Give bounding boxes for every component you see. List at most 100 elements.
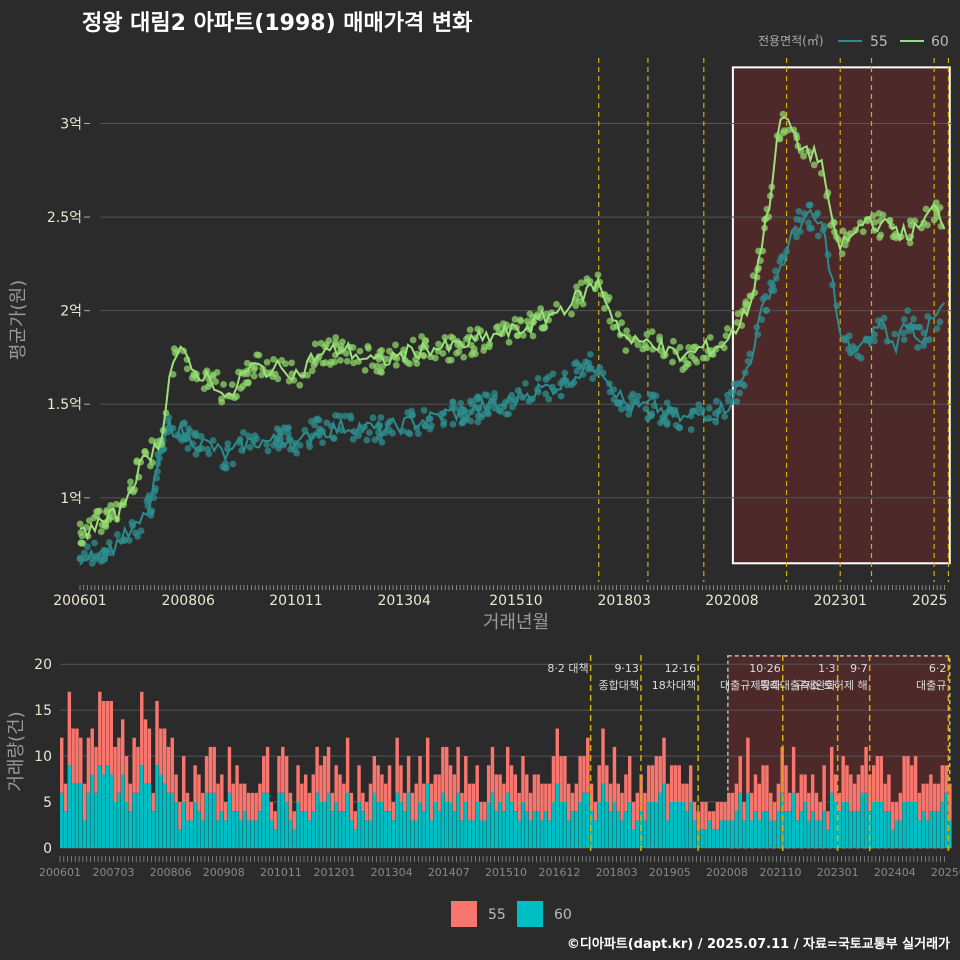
volume-bar-60 (734, 811, 739, 848)
volume-bar-60 (784, 811, 788, 848)
series-60-point (676, 343, 684, 351)
volume-bar-55 (814, 792, 819, 821)
series-60-point (876, 234, 884, 241)
series-60-point (463, 335, 470, 343)
series-60-point (326, 361, 334, 368)
volume-bar-55 (319, 765, 323, 803)
volume-bar-55 (448, 765, 453, 803)
series-55-point (936, 318, 944, 326)
policy-label: 6·2 (929, 662, 947, 675)
series-55-line (79, 208, 946, 566)
top-legend: 전용면적(㎡) 55 60 (758, 34, 949, 50)
volume-bar-60 (486, 802, 491, 848)
volume-bar-55 (719, 802, 723, 821)
volume-bar-55 (220, 774, 224, 812)
volume-x-tick-label: 200601 (39, 866, 81, 879)
volume-bar-55 (147, 728, 152, 784)
volume-bar-60 (932, 811, 937, 848)
series-60-point (383, 355, 391, 363)
volume-bar-60 (612, 802, 617, 848)
volume-bar-55 (265, 746, 270, 793)
volume-bar-55 (433, 774, 438, 803)
volume-x-tick-label: 201201 (313, 866, 355, 879)
series-55-point (378, 438, 386, 446)
series-55-point (346, 412, 354, 420)
series-60-point (779, 110, 787, 118)
volume-bar-60 (864, 792, 868, 848)
volume-bar-60 (250, 820, 255, 848)
volume-bar-60 (906, 802, 910, 848)
series-60-point (623, 327, 631, 335)
series-55-point (814, 232, 822, 240)
volume-bar-55 (403, 792, 407, 812)
volume-bar-60 (711, 829, 716, 848)
volume-bar-55 (395, 737, 399, 793)
series-60-point (288, 359, 295, 367)
series-55-point (675, 424, 683, 432)
series-55-point (349, 435, 357, 443)
series-55-point (736, 389, 744, 397)
volume-bar-60 (204, 792, 209, 848)
volume-bar-55 (151, 792, 155, 812)
series-60-point (90, 514, 98, 522)
volume-bar-55 (204, 756, 209, 793)
volume-bar-60 (323, 802, 327, 848)
series-60-point (474, 325, 482, 333)
volume-bar-60 (277, 792, 281, 848)
volume-bar-55 (486, 765, 491, 803)
legend-label-55: 55 (870, 34, 888, 50)
volume-bar-55 (208, 746, 213, 793)
volume-bar-55 (791, 746, 796, 793)
volume-x-tick-label: 202404 (874, 866, 916, 879)
volume-bar-55 (376, 765, 380, 803)
volume-bar-55 (75, 728, 79, 784)
volume-bar-60 (384, 811, 388, 848)
series-60-point (183, 365, 191, 373)
series-55-point (910, 315, 917, 323)
series-60-point (579, 300, 587, 308)
volume-bar-55 (807, 792, 811, 821)
series-55-point (900, 316, 908, 323)
volume-bar-55 (772, 802, 777, 821)
volume-bar-55 (353, 811, 357, 830)
volume-bar-60 (231, 811, 235, 848)
volume-bar-55 (361, 792, 365, 812)
series-60-point (622, 347, 630, 354)
volume-bar-55 (105, 700, 110, 766)
volume-bar-60 (273, 829, 277, 848)
volume-bar-55 (818, 802, 823, 821)
series-60-point (922, 205, 930, 213)
volume-bar-60 (441, 792, 445, 848)
volume-bar-60 (647, 802, 651, 848)
series-55-point (427, 422, 435, 430)
series-55-point (414, 430, 422, 438)
volume-x-tick-label: 201011 (260, 866, 302, 879)
series-55-point (617, 405, 625, 413)
series-60-point (250, 372, 258, 380)
volume-bar-55 (326, 746, 331, 793)
volume-bar-60 (170, 792, 174, 848)
volume-bar-60 (422, 811, 426, 848)
series-60-point (325, 337, 333, 344)
series-60-point (669, 337, 677, 345)
volume-bar-60 (818, 820, 823, 848)
volume-bar-55 (506, 746, 510, 793)
volume-bar-55 (189, 802, 194, 821)
series-60-point (282, 360, 289, 368)
series-60-point (723, 325, 731, 332)
volume-bar-55 (364, 802, 369, 821)
legend-title: 전용면적(㎡) (758, 34, 824, 48)
series-55-point (449, 420, 457, 428)
series-60-point (96, 507, 103, 515)
policy-label: 9·13 (614, 662, 639, 675)
series-55-point (137, 527, 145, 535)
volume-bar-60 (303, 811, 308, 848)
volume-bar-60 (345, 792, 350, 848)
volume-bar-55 (475, 765, 479, 803)
series-60-point (505, 338, 513, 346)
volume-bar-60 (692, 820, 697, 848)
volume-bar-55 (833, 774, 838, 803)
series-60-point (213, 368, 221, 376)
volume-bar-60 (643, 820, 647, 848)
volume-bar-60 (174, 802, 178, 848)
